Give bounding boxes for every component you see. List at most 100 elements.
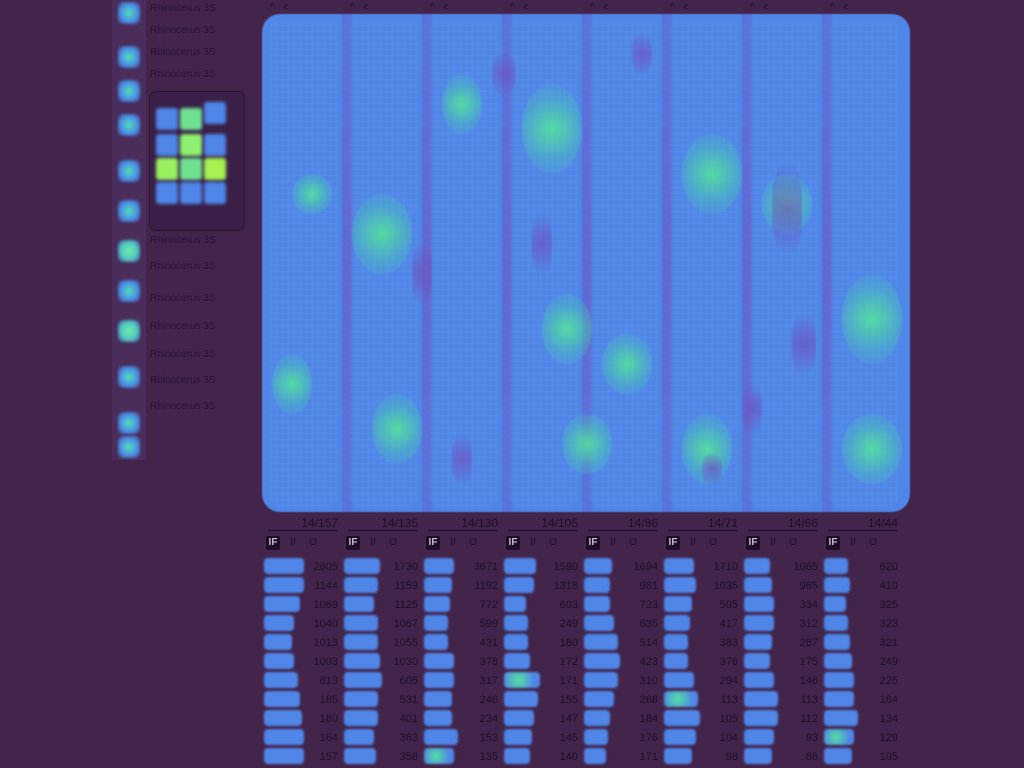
sort-button[interactable]: IF [826,536,840,550]
rank-row[interactable]: 1013 [262,634,340,652]
rank-row[interactable]: 417 [662,615,740,633]
collapse-icon[interactable]: ^ [670,2,675,13]
rank-row[interactable]: 531 [342,691,420,709]
rank-row[interactable]: 317 [422,672,500,690]
panel-heat-cell[interactable] [156,108,178,130]
rank-row[interactable]: 172 [502,653,580,671]
rank-row[interactable]: 1035 [662,577,740,595]
rank-row[interactable]: 86 [742,748,820,766]
rank-row[interactable]: 423 [582,653,660,671]
rail-item-icon[interactable] [118,412,140,434]
rank-row[interactable]: 363 [342,729,420,747]
side-list-item[interactable]: Rhinocerus 3S [150,261,216,272]
rank-row[interactable]: 93 [742,729,820,747]
rank-row[interactable]: 135 [422,748,500,766]
rank-row[interactable]: 153 [422,729,500,747]
rank-row[interactable]: 635 [582,615,660,633]
rank-row[interactable]: 171 [502,672,580,690]
sort-button[interactable]: IF [666,536,680,550]
side-list-item[interactable]: Rhinocerus 3S [150,47,216,58]
rail-item-icon[interactable] [118,200,140,222]
panel-heat-cell[interactable] [180,134,202,156]
sort-button[interactable]: IF [746,536,760,550]
rank-row[interactable]: 505 [662,596,740,614]
rank-row[interactable]: 2805 [262,558,340,576]
sort-button[interactable]: IF [586,536,600,550]
reset-icon[interactable]: O [869,537,877,548]
rank-row[interactable]: 723 [582,596,660,614]
rail-item-icon[interactable] [118,320,140,342]
rank-row[interactable]: 146 [742,672,820,690]
rank-row[interactable]: 514 [582,634,660,652]
rank-row[interactable]: 1055 [342,634,420,652]
rank-row[interactable]: 180 [502,634,580,652]
rail-item-icon[interactable] [118,160,140,182]
rank-row[interactable]: 1003 [262,653,340,671]
rank-row[interactable]: 1694 [582,558,660,576]
panel-heat-cell[interactable] [204,134,226,156]
rank-row[interactable]: 105 [662,710,740,728]
panel-heat-cell[interactable] [204,182,226,204]
rail-item-icon[interactable] [118,436,140,458]
panel-heat-cell[interactable] [156,182,178,204]
side-list-item[interactable]: Rhinocerus 3S [150,235,216,246]
rank-row[interactable]: 105 [822,748,900,766]
rank-row[interactable]: 1710 [662,558,740,576]
rank-row[interactable]: 1144 [262,577,340,595]
rank-row[interactable]: 3671 [422,558,500,576]
rank-row[interactable]: 1065 [742,558,820,576]
reset-icon[interactable]: O [709,537,717,548]
collapse-icon[interactable]: ^ [590,2,595,13]
sort-button[interactable]: IF [346,536,360,550]
rail-item-icon[interactable] [118,80,140,102]
rank-row[interactable]: 249 [502,615,580,633]
collapse-icon[interactable]: ^ [830,2,835,13]
side-list-item[interactable]: Rhinocerus 3S [150,69,216,80]
rank-row[interactable]: 113 [662,691,740,709]
rank-row[interactable]: 164 [822,691,900,709]
collapse-icon[interactable]: ^ [430,2,435,13]
panel-heat-cell[interactable] [156,134,178,156]
rank-row[interactable]: 1192 [422,577,500,595]
rank-row[interactable]: 249 [822,653,900,671]
collapse-icon[interactable]: ^ [750,2,755,13]
back-icon[interactable]: < [442,2,449,13]
rank-row[interactable]: 171 [582,748,660,766]
rail-item-icon[interactable] [118,280,140,302]
rank-row[interactable]: 185 [262,691,340,709]
rank-row[interactable]: 180 [262,710,340,728]
back-icon[interactable]: < [842,2,849,13]
pause-icon[interactable]: II [290,537,296,548]
side-list-item[interactable]: Rhinocerus 3S [150,293,216,304]
reset-icon[interactable]: O [549,537,557,548]
rank-row[interactable]: 1159 [342,577,420,595]
panel-heat-cell[interactable] [204,158,226,180]
rank-row[interactable]: 268 [582,691,660,709]
rank-row[interactable]: 1590 [502,558,580,576]
rank-row[interactable]: 378 [422,653,500,671]
rank-row[interactable]: 620 [822,558,900,576]
rank-row[interactable]: 323 [822,615,900,633]
rank-row[interactable]: 234 [422,710,500,728]
reset-icon[interactable]: O [629,537,637,548]
rank-row[interactable]: 1067 [342,615,420,633]
reset-icon[interactable]: O [389,537,397,548]
back-icon[interactable]: < [282,2,289,13]
rail-item-icon[interactable] [118,240,140,262]
side-list-item[interactable]: Rhinocerus 3S [150,349,216,360]
rank-row[interactable]: 155 [502,691,580,709]
rank-row[interactable]: 147 [502,710,580,728]
rail-item-icon[interactable] [118,2,140,24]
side-panel[interactable] [150,92,244,230]
rank-row[interactable]: 294 [662,672,740,690]
rail-item-icon[interactable] [118,46,140,68]
side-list-item[interactable]: Rhinocerus 3S [150,375,216,386]
reset-icon[interactable]: O [789,537,797,548]
side-list-item[interactable]: Rhinocerus 3S [150,321,216,332]
rank-row[interactable]: 401 [342,710,420,728]
panel-heat-cell[interactable] [180,158,202,180]
rank-row[interactable]: 1069 [262,596,340,614]
rank-row[interactable]: 981 [582,577,660,595]
pause-icon[interactable]: II [690,537,696,548]
rank-row[interactable]: 98 [662,748,740,766]
